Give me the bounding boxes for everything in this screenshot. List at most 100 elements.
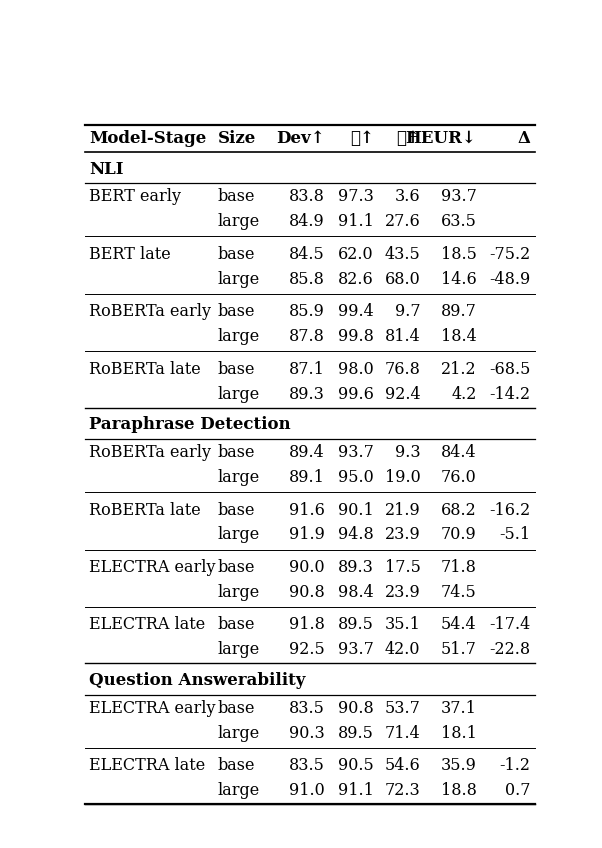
Text: ELECTRA late: ELECTRA late [89,757,205,774]
Text: 18.8: 18.8 [441,782,477,799]
Text: 4.2: 4.2 [451,386,477,403]
Text: 0.7: 0.7 [504,782,530,799]
Text: Δ: Δ [517,130,530,147]
Text: 91.0: 91.0 [289,782,325,799]
Text: Paraphrase Detection: Paraphrase Detection [89,416,291,433]
Text: 18.4: 18.4 [441,328,477,345]
Text: 68.2: 68.2 [441,501,477,519]
Text: 21.2: 21.2 [441,360,477,377]
Text: 85.8: 85.8 [289,271,325,287]
Text: 27.6: 27.6 [385,213,421,230]
Text: large: large [217,469,260,486]
Text: 99.8: 99.8 [338,328,374,345]
Text: 19.0: 19.0 [385,469,421,486]
Text: BERT early: BERT early [89,188,181,205]
Text: 90.8: 90.8 [289,583,325,601]
Text: base: base [217,188,255,205]
Text: 99.6: 99.6 [338,386,374,403]
Text: ELECTRA early: ELECTRA early [89,559,216,576]
Text: 89.5: 89.5 [338,724,374,742]
Text: 35.9: 35.9 [441,757,477,774]
Text: 91.6: 91.6 [289,501,325,519]
Text: 42.0: 42.0 [385,641,421,658]
Text: 87.1: 87.1 [289,360,325,377]
Text: base: base [217,700,255,717]
Text: -1.2: -1.2 [499,757,530,774]
Text: 9.7: 9.7 [395,304,421,321]
Text: 68.0: 68.0 [385,271,421,287]
Text: 71.4: 71.4 [385,724,421,742]
Text: ✗↑: ✗↑ [397,130,421,147]
Text: 83.8: 83.8 [289,188,325,205]
Text: 62.0: 62.0 [338,246,374,263]
Text: 90.0: 90.0 [289,559,325,576]
Text: Dev↑: Dev↑ [276,130,325,147]
Text: 43.5: 43.5 [385,246,421,263]
Text: base: base [217,246,255,263]
Text: 82.6: 82.6 [338,271,374,287]
Text: 92.5: 92.5 [289,641,325,658]
Text: 92.4: 92.4 [385,386,421,403]
Text: Model-Stage: Model-Stage [89,130,206,147]
Text: -68.5: -68.5 [489,360,530,377]
Text: -17.4: -17.4 [489,616,530,633]
Text: base: base [217,304,255,321]
Text: 9.3: 9.3 [395,444,421,461]
Text: 91.1: 91.1 [338,213,374,230]
Text: 51.7: 51.7 [441,641,477,658]
Text: 99.4: 99.4 [338,304,374,321]
Text: 37.1: 37.1 [441,700,477,717]
Text: 18.1: 18.1 [441,724,477,742]
Text: base: base [217,559,255,576]
Text: 3.6: 3.6 [395,188,421,205]
Text: base: base [217,501,255,519]
Text: 53.7: 53.7 [385,700,421,717]
Text: base: base [217,757,255,774]
Text: 93.7: 93.7 [338,641,374,658]
Text: RoBERTa early: RoBERTa early [89,444,211,461]
Text: 83.5: 83.5 [289,757,325,774]
Text: 74.5: 74.5 [441,583,477,601]
Text: ELECTRA late: ELECTRA late [89,616,205,633]
Text: RoBERTa early: RoBERTa early [89,304,211,321]
Text: 17.5: 17.5 [385,559,421,576]
Text: 93.7: 93.7 [441,188,477,205]
Text: RoBERTa late: RoBERTa late [89,360,201,377]
Text: 91.1: 91.1 [338,782,374,799]
Text: 76.8: 76.8 [385,360,421,377]
Text: 81.4: 81.4 [385,328,421,345]
Text: 21.9: 21.9 [385,501,421,519]
Text: -48.9: -48.9 [489,271,530,287]
Text: 54.4: 54.4 [441,616,477,633]
Text: large: large [217,641,260,658]
Text: 35.1: 35.1 [385,616,421,633]
Text: large: large [217,583,260,601]
Text: 23.9: 23.9 [385,583,421,601]
Text: 93.7: 93.7 [338,444,374,461]
Text: 91.9: 91.9 [289,527,325,544]
Text: 98.0: 98.0 [338,360,374,377]
Text: Size: Size [217,130,256,147]
Text: base: base [217,444,255,461]
Text: 70.9: 70.9 [441,527,477,544]
Text: large: large [217,386,260,403]
Text: 72.3: 72.3 [385,782,421,799]
Text: RoBERTa late: RoBERTa late [89,501,201,519]
Text: -75.2: -75.2 [489,246,530,263]
Text: NLI: NLI [89,160,124,177]
Text: 85.9: 85.9 [289,304,325,321]
Text: -22.8: -22.8 [489,641,530,658]
Text: Question Answerability: Question Answerability [89,672,306,689]
Text: -14.2: -14.2 [489,386,530,403]
Text: 89.3: 89.3 [338,559,374,576]
Text: 89.1: 89.1 [289,469,325,486]
Text: ELECTRA early: ELECTRA early [89,700,216,717]
Text: 54.6: 54.6 [385,757,421,774]
Text: 71.8: 71.8 [441,559,477,576]
Text: 14.6: 14.6 [441,271,477,287]
Text: 91.8: 91.8 [289,616,325,633]
Text: 90.8: 90.8 [338,700,374,717]
Text: 90.1: 90.1 [338,501,374,519]
Text: 84.4: 84.4 [441,444,477,461]
Text: 95.0: 95.0 [338,469,374,486]
